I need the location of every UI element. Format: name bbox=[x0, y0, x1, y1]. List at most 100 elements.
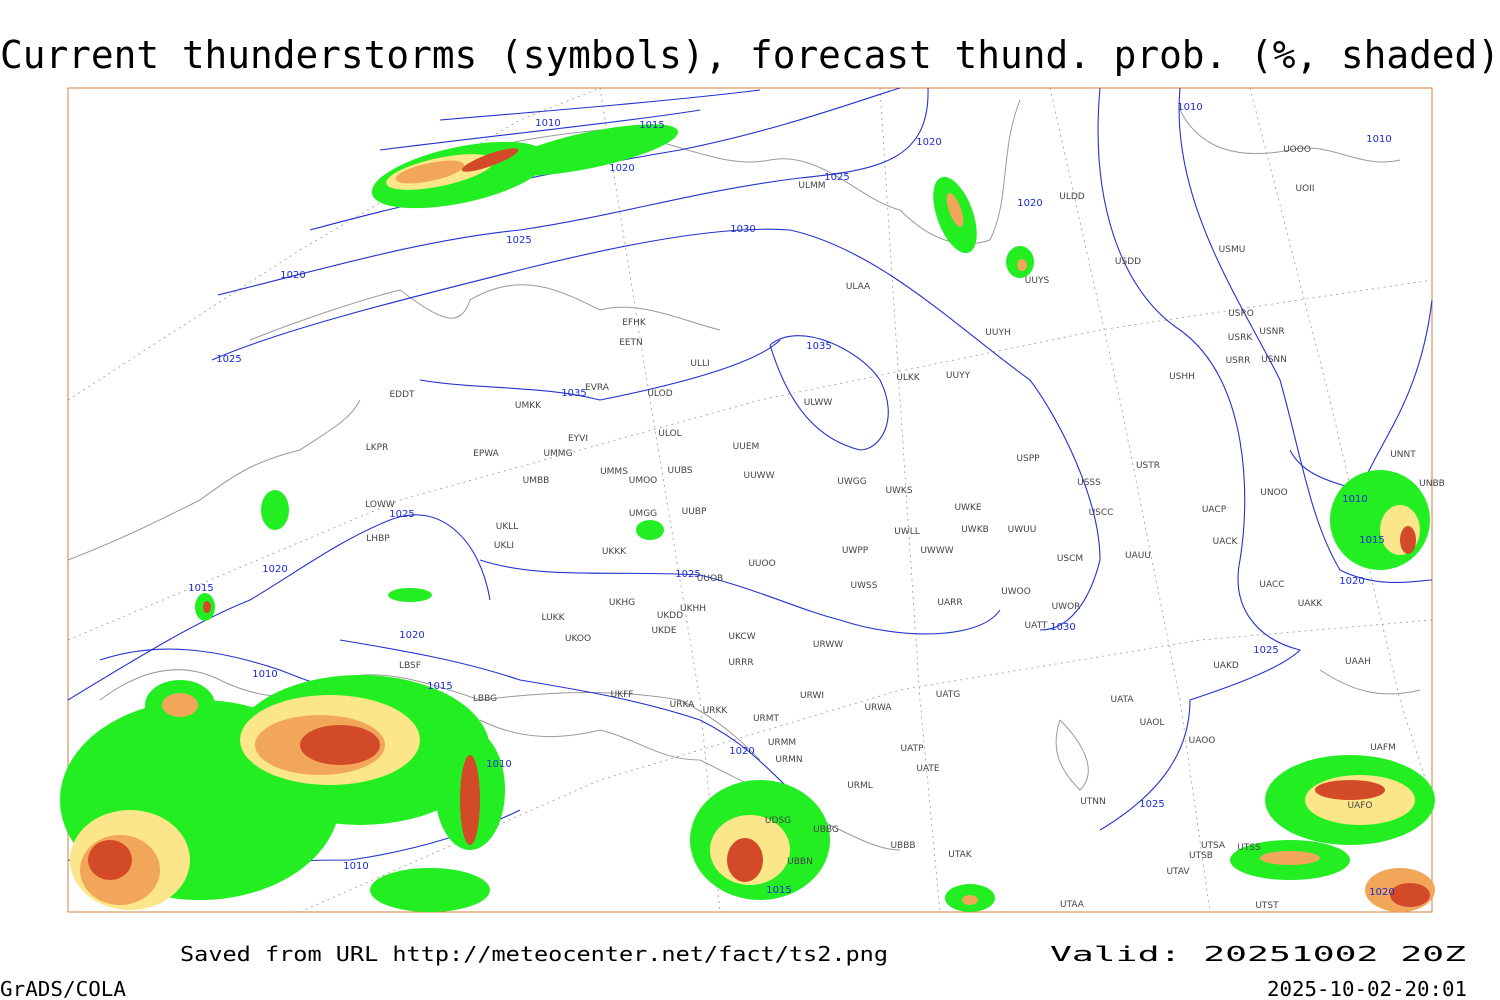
station-label: UAKD bbox=[1213, 661, 1239, 671]
source-url: Saved from URL http://meteocenter.net/fa… bbox=[180, 942, 888, 966]
isobar-label: 1010 bbox=[1177, 102, 1202, 113]
station-label: ULOD bbox=[647, 389, 672, 399]
station-label: UATG bbox=[936, 690, 961, 700]
timestamp: 2025-10-02-20:01 bbox=[1267, 977, 1467, 1000]
station-label: UMGG bbox=[629, 509, 657, 519]
station-label: UUYS bbox=[1025, 276, 1050, 286]
station-label: USSS bbox=[1077, 478, 1101, 488]
station-label: USRK bbox=[1228, 333, 1254, 343]
station-label: USCM bbox=[1057, 554, 1083, 564]
isobar-label: 1020 bbox=[399, 630, 424, 641]
map-title: Current thunderstorms (symbols), forecas… bbox=[0, 33, 1500, 77]
station-label: USDD bbox=[1115, 257, 1141, 267]
map-frame bbox=[60, 87, 1435, 913]
isobar-label: 1025 bbox=[389, 509, 414, 520]
isobar-label: 1020 bbox=[280, 270, 305, 281]
station-label: EDDT bbox=[389, 390, 415, 400]
station-label: LBSF bbox=[399, 661, 421, 671]
station-label: UKLL bbox=[496, 522, 519, 532]
station-label: UTNN bbox=[1080, 797, 1106, 807]
station-label: USPP bbox=[1016, 454, 1040, 464]
station-label: UKFF bbox=[611, 690, 634, 700]
isobar-label: 1020 bbox=[1339, 576, 1364, 587]
station-label: ULLI bbox=[690, 359, 709, 369]
station-label: UTSA bbox=[1201, 841, 1226, 851]
station-label: UACP bbox=[1202, 505, 1227, 515]
station-label: ULMM bbox=[798, 181, 825, 191]
isobar-label: 1010 bbox=[535, 118, 560, 129]
station-label: UWKS bbox=[885, 486, 912, 496]
station-label: UUBS bbox=[668, 466, 693, 476]
station-label: UAKK bbox=[1298, 599, 1324, 609]
station-label: UDSG bbox=[765, 816, 791, 826]
station-label: LOWW bbox=[365, 500, 395, 510]
station-label: ULAA bbox=[846, 282, 871, 292]
station-label: UWOO bbox=[1001, 587, 1031, 597]
isobar-label: 1030 bbox=[1050, 622, 1075, 633]
station-label: UKKK bbox=[602, 547, 627, 557]
station-label: UKDD bbox=[657, 611, 683, 621]
station-label: UTSS bbox=[1237, 843, 1261, 853]
station-label: UAAH bbox=[1345, 657, 1371, 667]
station-label: UMMG bbox=[543, 449, 572, 459]
station-label: UWSS bbox=[851, 581, 878, 591]
station-label: UATT bbox=[1025, 621, 1048, 631]
station-label: UKCW bbox=[728, 632, 755, 642]
isobar-label: 1025 bbox=[1253, 645, 1278, 656]
station-label: UKHH bbox=[680, 604, 706, 614]
station-label: UKLI bbox=[494, 541, 514, 551]
station-label: UWUU bbox=[1008, 525, 1037, 535]
station-label: UOII bbox=[1296, 184, 1315, 194]
station-label: USNN bbox=[1261, 355, 1287, 365]
isobar-label: 1015 bbox=[188, 583, 213, 594]
station-label: UMMS bbox=[600, 467, 628, 477]
station-label: URKK bbox=[703, 706, 729, 716]
isobar-label: 1025 bbox=[216, 354, 241, 365]
station-label: UMBB bbox=[523, 476, 550, 486]
station-label: ULKK bbox=[896, 373, 921, 383]
station-label: UACC bbox=[1259, 580, 1284, 590]
isobar-label: 1025 bbox=[1139, 799, 1164, 810]
station-label: URMN bbox=[775, 755, 802, 765]
station-label: UBBB bbox=[890, 841, 915, 851]
isobar-label: 1025 bbox=[675, 569, 700, 580]
station-label: ULOL bbox=[658, 429, 681, 439]
station-label: UNBB bbox=[1419, 479, 1445, 489]
station-label: ULWW bbox=[804, 398, 833, 408]
isobar-label: 1020 bbox=[609, 163, 634, 174]
isobar-label: 1025 bbox=[506, 235, 531, 246]
station-label: UUOO bbox=[748, 559, 775, 569]
station-label: UUWW bbox=[744, 471, 775, 481]
station-label: USRO bbox=[1228, 309, 1254, 319]
isobar-label: 1010 bbox=[252, 669, 277, 680]
station-label: URML bbox=[847, 781, 873, 791]
valid-time: Valid: 20251002 20Z bbox=[1050, 942, 1466, 966]
station-label: UWPP bbox=[842, 546, 869, 556]
isobar-label: 1035 bbox=[561, 388, 586, 399]
station-label: UMKK bbox=[515, 401, 542, 411]
station-label: URKA bbox=[670, 700, 696, 710]
station-label: URMT bbox=[753, 714, 780, 724]
station-label: UACK bbox=[1213, 537, 1239, 547]
station-label: UNOO bbox=[1260, 488, 1288, 498]
coastlines bbox=[67, 99, 1421, 851]
station-label: UWOR bbox=[1052, 602, 1081, 612]
isobar-label: 1015 bbox=[766, 885, 791, 896]
station-label: UUOB bbox=[697, 574, 723, 584]
station-label: LBBG bbox=[473, 694, 497, 704]
station-label: UBBG bbox=[813, 825, 839, 835]
station-label: LHBP bbox=[366, 534, 390, 544]
station-label: UWWW bbox=[920, 546, 953, 556]
station-label: UAOL bbox=[1140, 718, 1165, 728]
station-label: UTSB bbox=[1189, 851, 1213, 861]
isobar-label: 1020 bbox=[729, 746, 754, 757]
station-label: USMU bbox=[1219, 245, 1246, 255]
station-label: URWW bbox=[813, 640, 843, 650]
isobar-label: 1020 bbox=[916, 137, 941, 148]
station-label: UAFO bbox=[1347, 801, 1372, 811]
station-label: UATA bbox=[1110, 695, 1134, 705]
station-label: USRR bbox=[1226, 356, 1251, 366]
isobar-label: 1010 bbox=[1366, 134, 1391, 145]
station-label: UAUU bbox=[1125, 551, 1151, 561]
